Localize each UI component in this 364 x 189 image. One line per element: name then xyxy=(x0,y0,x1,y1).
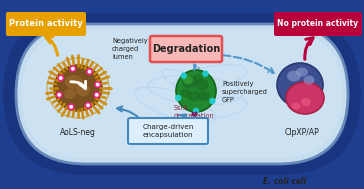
Ellipse shape xyxy=(292,102,301,109)
FancyBboxPatch shape xyxy=(274,12,362,36)
Ellipse shape xyxy=(301,98,311,106)
Ellipse shape xyxy=(187,91,201,101)
Text: E. coli cell: E. coli cell xyxy=(264,177,306,187)
Text: Charge-driven
encapsulation: Charge-driven encapsulation xyxy=(142,124,194,138)
Ellipse shape xyxy=(286,82,324,114)
Ellipse shape xyxy=(198,91,210,101)
Ellipse shape xyxy=(176,70,216,112)
Ellipse shape xyxy=(65,75,83,89)
Circle shape xyxy=(87,104,89,107)
Text: ClpXP/AP: ClpXP/AP xyxy=(285,128,319,137)
Circle shape xyxy=(94,92,100,98)
Ellipse shape xyxy=(277,63,323,107)
FancyBboxPatch shape xyxy=(128,118,208,144)
Circle shape xyxy=(87,69,92,74)
Ellipse shape xyxy=(304,75,314,84)
Circle shape xyxy=(210,98,215,104)
Circle shape xyxy=(56,92,62,98)
Circle shape xyxy=(58,94,60,96)
Ellipse shape xyxy=(182,75,198,88)
Circle shape xyxy=(68,104,74,110)
Circle shape xyxy=(181,73,186,78)
Circle shape xyxy=(194,108,198,114)
Text: Degradation: Degradation xyxy=(152,44,220,54)
Text: Protein activity: Protein activity xyxy=(9,19,83,29)
Ellipse shape xyxy=(54,65,102,111)
Circle shape xyxy=(58,75,63,81)
FancyBboxPatch shape xyxy=(150,36,222,62)
Text: Negatively
charged
lumen: Negatively charged lumen xyxy=(112,38,148,60)
Circle shape xyxy=(95,82,100,87)
Ellipse shape xyxy=(76,84,90,96)
Text: AoLS-neg: AoLS-neg xyxy=(60,128,96,137)
Text: Positively
supercharged
GFP: Positively supercharged GFP xyxy=(222,81,268,103)
Ellipse shape xyxy=(193,74,203,82)
Circle shape xyxy=(96,83,99,86)
Circle shape xyxy=(72,67,74,70)
FancyBboxPatch shape xyxy=(6,12,86,36)
FancyBboxPatch shape xyxy=(8,18,356,170)
Circle shape xyxy=(203,71,208,76)
Circle shape xyxy=(59,77,62,79)
Text: SsrA
degradation
tag: SsrA degradation tag xyxy=(174,105,215,127)
Circle shape xyxy=(70,66,76,71)
FancyBboxPatch shape xyxy=(16,24,348,164)
Ellipse shape xyxy=(287,70,301,81)
Text: No protein activity: No protein activity xyxy=(277,19,359,29)
Circle shape xyxy=(176,95,181,100)
Circle shape xyxy=(70,106,72,108)
Ellipse shape xyxy=(183,76,193,84)
Ellipse shape xyxy=(181,88,191,98)
Circle shape xyxy=(96,94,98,96)
Ellipse shape xyxy=(296,67,308,77)
Circle shape xyxy=(88,70,91,73)
Ellipse shape xyxy=(64,89,76,99)
FancyBboxPatch shape xyxy=(22,30,342,158)
Ellipse shape xyxy=(195,79,209,91)
Circle shape xyxy=(85,102,91,108)
